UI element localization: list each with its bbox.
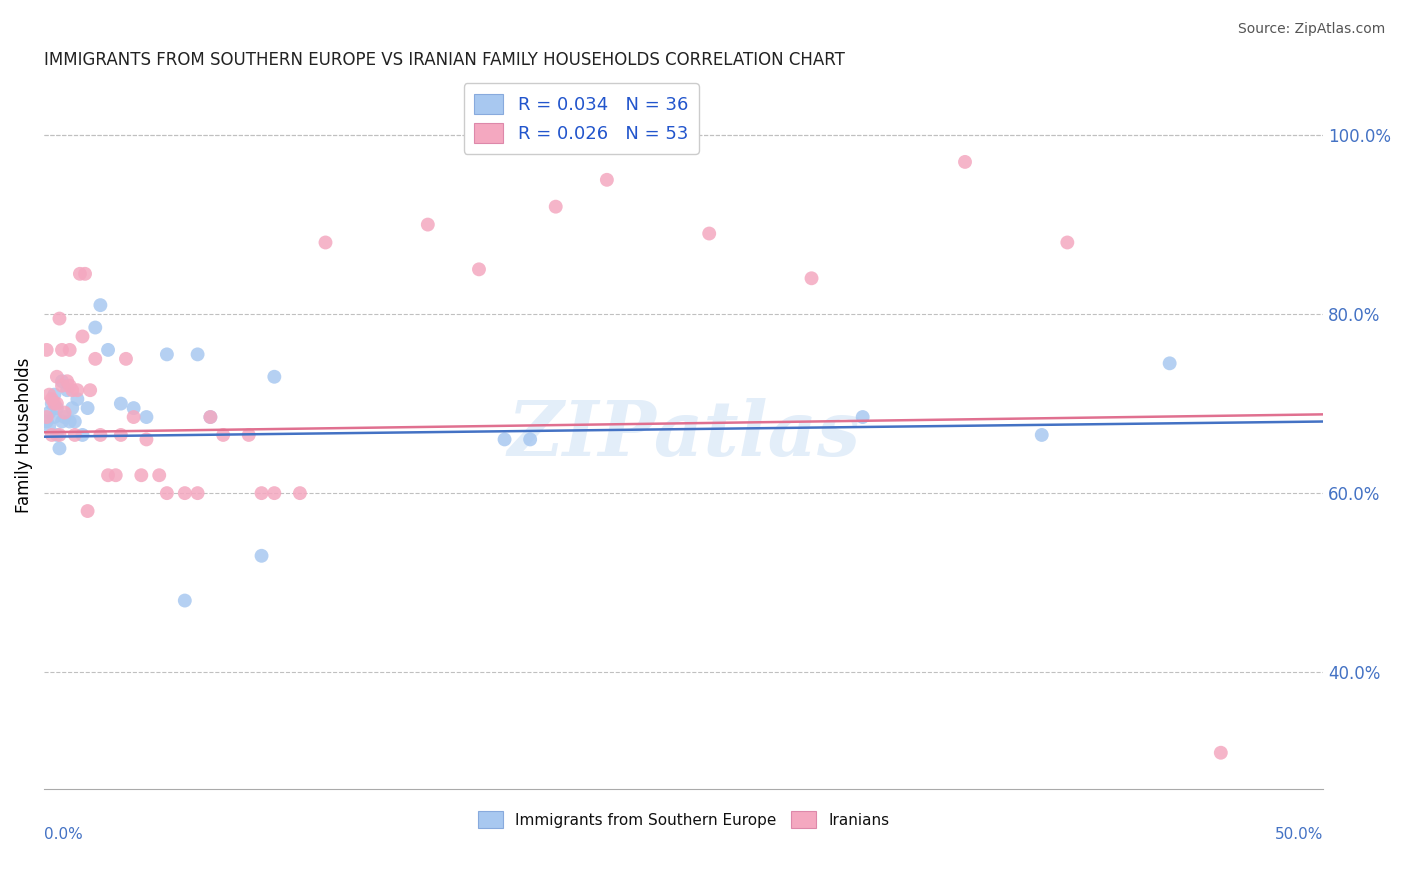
Point <box>48 442 70 456</box>
Point <box>56 374 79 388</box>
Point <box>519 433 541 447</box>
Point <box>173 593 195 607</box>
Point <box>56 383 79 397</box>
Legend: Immigrants from Southern Europe, Iranians: Immigrants from Southern Europe, Iranian… <box>472 805 896 834</box>
Point <box>104 468 127 483</box>
Point <box>72 428 94 442</box>
Point <box>697 227 720 241</box>
Point <box>41 392 63 406</box>
Point <box>63 428 86 442</box>
Point <box>48 428 70 442</box>
Point <box>76 401 98 415</box>
Point <box>60 401 83 415</box>
Point <box>89 428 111 442</box>
Point <box>72 329 94 343</box>
Point <box>41 428 63 442</box>
Point <box>200 410 222 425</box>
Text: ZIPatlas: ZIPatlas <box>508 398 860 472</box>
Point <box>59 343 82 357</box>
Point <box>69 267 91 281</box>
Point <box>84 320 107 334</box>
Point <box>148 468 170 483</box>
Point <box>51 343 73 357</box>
Point <box>44 410 66 425</box>
Point <box>45 369 67 384</box>
Point <box>953 155 976 169</box>
Point <box>800 271 823 285</box>
Point <box>66 383 89 397</box>
Point <box>263 369 285 384</box>
Point <box>187 347 209 361</box>
Point <box>44 396 66 410</box>
Point <box>238 428 260 442</box>
Point <box>59 415 82 429</box>
Text: 50.0%: 50.0% <box>1275 828 1323 842</box>
Point <box>35 410 58 425</box>
Point <box>51 415 73 429</box>
Point <box>263 486 285 500</box>
Point <box>250 549 273 563</box>
Point <box>73 267 96 281</box>
Point <box>63 415 86 429</box>
Point <box>89 298 111 312</box>
Point <box>1159 356 1181 370</box>
Y-axis label: Family Households: Family Households <box>15 358 32 513</box>
Point <box>173 486 195 500</box>
Point <box>156 486 179 500</box>
Point <box>494 433 516 447</box>
Point <box>48 311 70 326</box>
Point <box>416 218 439 232</box>
Point <box>53 406 76 420</box>
Point <box>45 401 67 415</box>
Point <box>110 396 132 410</box>
Point <box>288 486 311 500</box>
Point <box>315 235 337 250</box>
Point <box>59 378 82 392</box>
Point <box>84 351 107 366</box>
Point <box>122 401 145 415</box>
Point <box>1209 746 1232 760</box>
Point <box>135 433 157 447</box>
Point <box>187 486 209 500</box>
Point <box>250 486 273 500</box>
Point <box>76 504 98 518</box>
Point <box>544 200 567 214</box>
Point <box>45 428 67 442</box>
Point <box>97 468 120 483</box>
Point <box>212 428 235 442</box>
Point <box>596 173 619 187</box>
Point <box>38 419 60 434</box>
Point <box>53 410 76 425</box>
Point <box>38 406 60 420</box>
Point <box>35 415 58 429</box>
Point <box>135 410 157 425</box>
Point <box>852 410 875 425</box>
Text: Source: ZipAtlas.com: Source: ZipAtlas.com <box>1237 22 1385 37</box>
Point <box>38 387 60 401</box>
Point <box>35 343 58 357</box>
Point <box>131 468 153 483</box>
Point <box>66 392 89 406</box>
Point <box>44 387 66 401</box>
Point <box>97 343 120 357</box>
Point <box>110 428 132 442</box>
Text: IMMIGRANTS FROM SOUTHERN EUROPE VS IRANIAN FAMILY HOUSEHOLDS CORRELATION CHART: IMMIGRANTS FROM SOUTHERN EUROPE VS IRANI… <box>44 51 845 69</box>
Point <box>1056 235 1078 250</box>
Point <box>115 351 138 366</box>
Point <box>122 410 145 425</box>
Point <box>1031 428 1053 442</box>
Point <box>60 383 83 397</box>
Point <box>41 396 63 410</box>
Point <box>51 374 73 388</box>
Point <box>200 410 222 425</box>
Point <box>79 383 101 397</box>
Text: 0.0%: 0.0% <box>44 828 83 842</box>
Point <box>468 262 491 277</box>
Point <box>45 396 67 410</box>
Point <box>156 347 179 361</box>
Point <box>51 378 73 392</box>
